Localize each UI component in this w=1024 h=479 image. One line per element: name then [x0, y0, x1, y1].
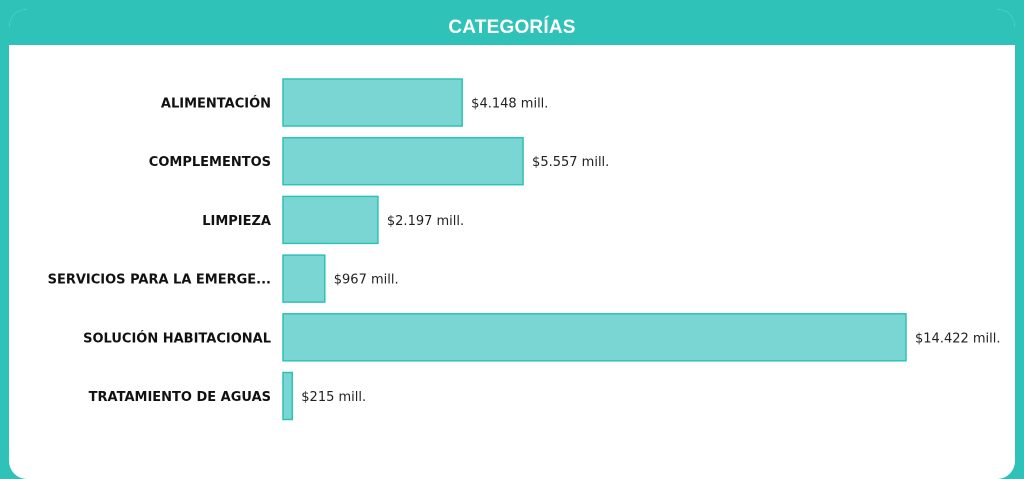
category-label: SOLUCIÓN HABITACIONAL	[83, 330, 271, 346]
card-header: CATEGORÍAS	[9, 9, 1015, 45]
category-label: LIMPIEZA	[202, 214, 271, 229]
value-label: $215 mill.	[301, 390, 366, 405]
category-label: COMPLEMENTOS	[149, 155, 271, 170]
category-label: ALIMENTACIÓN	[161, 96, 271, 112]
value-label: $2.197 mill.	[387, 214, 464, 229]
category-label: SERVICIOS PARA LA EMERGE...	[48, 273, 271, 288]
value-label: $14.422 mill.	[915, 331, 1001, 346]
chart-title: CATEGORÍAS	[448, 17, 576, 38]
bar[interactable]	[282, 254, 326, 303]
bar[interactable]	[282, 313, 907, 362]
value-label: $5.557 mill.	[532, 155, 609, 170]
bar[interactable]	[282, 371, 294, 421]
bar-chart: ALIMENTACIÓN $4.148 mill. COMPLEMENTOS $5.5…	[48, 78, 1001, 421]
bar[interactable]	[282, 78, 463, 127]
category-label: TRATAMIENTO DE AGUAS	[89, 390, 271, 405]
bar[interactable]	[282, 136, 524, 186]
chart-card: CATEGORÍAS	[9, 9, 1015, 479]
value-label: $967 mill.	[334, 273, 399, 288]
bar[interactable]	[282, 195, 379, 245]
value-label: $4.148 mill.	[471, 97, 548, 112]
